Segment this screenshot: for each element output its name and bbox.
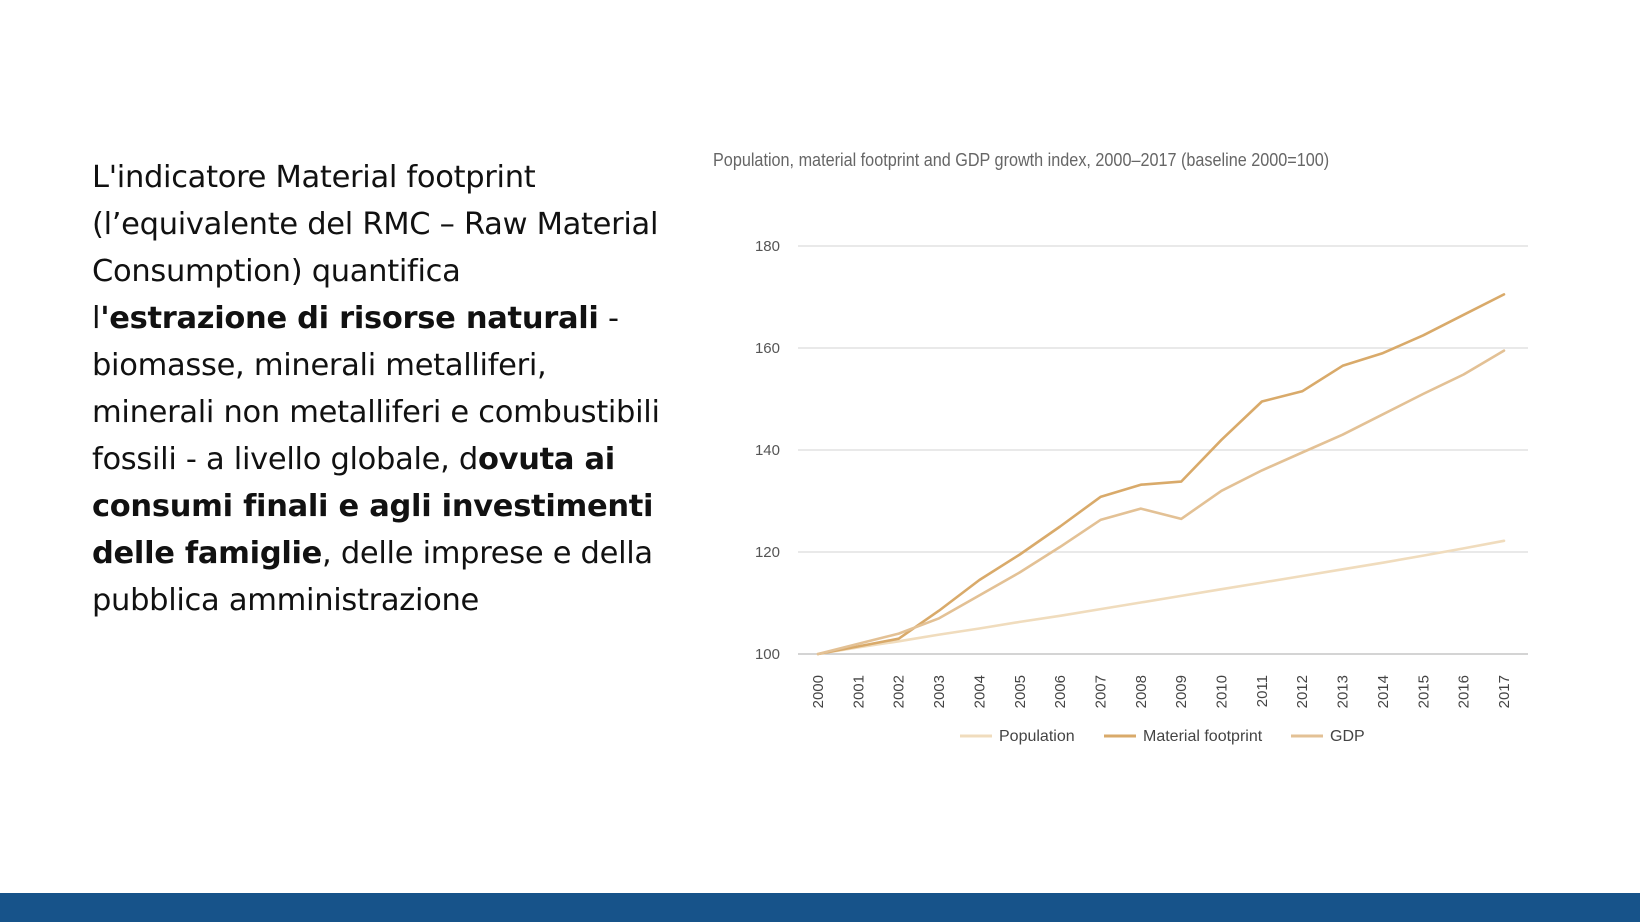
chart-title: Population, material footprint and GDP g… <box>713 150 1330 170</box>
x-tick-label: 2000 <box>810 675 827 708</box>
x-tick-label: 2013 <box>1335 675 1352 708</box>
x-tick-labels: 2000 2001 2002 2003 2004 2005 2006 2007 2008 2009… <box>810 675 1513 708</box>
bold-text-run: ovuta ai consumi finali e agli investime… <box>92 442 654 571</box>
bold-text-run: 'estrazione di risorse naturali <box>100 301 599 336</box>
x-tick-label: 2014 <box>1375 675 1392 708</box>
text-run: L'indicatore Material footprint (l’equiv… <box>92 160 659 336</box>
y-tick-label: 100 <box>755 646 780 663</box>
x-tick-label: 2015 <box>1415 675 1432 708</box>
series-line-material-footprint <box>816 293 1506 656</box>
x-tick-label: 2010 <box>1214 675 1231 708</box>
x-tick-label: 2007 <box>1092 675 1109 708</box>
x-tick-label: 2008 <box>1133 675 1150 708</box>
series-lines <box>816 293 1506 656</box>
legend-label: Material footprint <box>1143 728 1263 745</box>
x-tick-label: 2009 <box>1173 675 1190 708</box>
text-run: - biomasse, minerali metalliferi, minera… <box>92 301 660 477</box>
y-tick-label: 140 <box>755 442 780 459</box>
x-tick-label: 2006 <box>1052 675 1069 708</box>
y-tick-labels: 100 120 140 160 180 <box>755 238 780 663</box>
y-tick-label: 160 <box>755 340 780 357</box>
legend: Population Material footprint GDP <box>960 728 1365 745</box>
y-tick-label: 180 <box>755 238 780 255</box>
legend-label: Population <box>999 728 1075 745</box>
x-tick-label: 2005 <box>1012 675 1029 708</box>
x-tick-label: 2011 <box>1254 675 1271 707</box>
text-run: , delle imprese e della pubblica amminis… <box>92 536 653 618</box>
x-tick-label: 2012 <box>1294 675 1311 708</box>
x-tick-label: 2003 <box>931 675 948 708</box>
series-line-population <box>816 539 1506 656</box>
body-paragraph: L'indicatore Material footprint (l’equiv… <box>92 154 662 624</box>
legend-label: GDP <box>1330 728 1365 745</box>
x-tick-label: 2004 <box>971 675 988 708</box>
footer-bar <box>0 893 1640 922</box>
x-tick-label: 2002 <box>891 675 908 708</box>
series-line-gdp <box>816 349 1506 656</box>
x-tick-label: 2017 <box>1496 675 1513 708</box>
x-tick-label: 2001 <box>850 675 867 708</box>
x-tick-label: 2016 <box>1456 675 1473 708</box>
grid-layer <box>798 245 1528 655</box>
y-tick-label: 120 <box>755 544 780 561</box>
